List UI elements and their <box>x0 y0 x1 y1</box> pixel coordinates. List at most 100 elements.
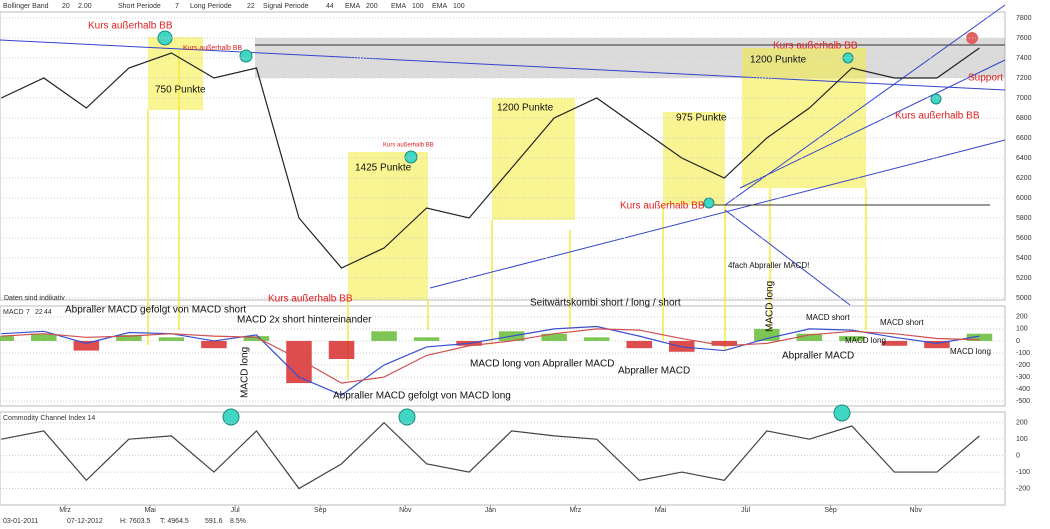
y-tick-label: 0 <box>1016 452 1020 459</box>
annotation: Kurs außerhalb BB <box>620 201 705 212</box>
annotation: 975 Punkte <box>676 113 727 124</box>
x-tick-label: Jan <box>485 507 496 514</box>
header-param: 100 <box>412 3 424 10</box>
y-tick-label: 7200 <box>1016 75 1032 82</box>
header-label: Short Periode <box>118 3 161 10</box>
macd-bar <box>754 328 780 341</box>
y-tick-label: 6200 <box>1016 175 1032 182</box>
x-tick-label: Mrz <box>570 507 582 514</box>
macd-bar <box>0 336 15 341</box>
footer-item: 591.6 <box>205 518 223 525</box>
footer-item: 07-12-2012 <box>67 518 103 525</box>
dynamic-layer: Bollinger Band 20 2.00 Short Periode 7 Long P… <box>0 3 1032 525</box>
macd-bar <box>116 334 142 341</box>
y-tick-label: -100 <box>1016 350 1030 357</box>
annotation: MACD long <box>950 347 991 356</box>
y-tick-label: 100 <box>1016 326 1028 333</box>
x-tick-label: Jul <box>231 507 240 514</box>
annotation: Kurs außerhalb BB <box>773 41 858 52</box>
panel-param: 44 <box>44 309 52 316</box>
annotation: Abpraller MACD gefolgt von MACD short <box>65 305 246 316</box>
panel-param: 22 <box>35 309 43 316</box>
macd-bar <box>286 340 312 384</box>
macd-bar <box>541 333 567 341</box>
header-param: 22 <box>247 3 255 10</box>
annotation: MACD long von Abpraller MACD <box>470 359 615 370</box>
y-tick-label: -400 <box>1016 386 1030 393</box>
footer-item: T: 4964.5 <box>160 518 189 525</box>
header-param: 44 <box>326 3 334 10</box>
panel-title: Commodity Channel Index 14 <box>3 415 95 422</box>
header-param: 100 <box>453 3 465 10</box>
annotation: Kurs außerhalb BB <box>383 143 434 149</box>
panel-param: 7 <box>26 309 30 316</box>
y-tick-label: -300 <box>1016 374 1030 381</box>
annotation: MACD short <box>880 318 924 327</box>
signal-lines <box>147 50 867 380</box>
header-param: 2.00 <box>78 3 92 10</box>
footer-item: 03-01-2011 <box>3 518 38 525</box>
macd-bar <box>924 340 950 349</box>
macd-bar <box>881 340 908 346</box>
y-tick-label: 5200 <box>1016 275 1032 282</box>
header-label: EMA <box>391 3 407 10</box>
annotation: Kurs außerhalb BB <box>895 111 980 122</box>
y-tick-label: 6800 <box>1016 115 1032 122</box>
y-tick-label: -500 <box>1016 398 1030 405</box>
y-tick-label: 200 <box>1016 314 1028 321</box>
y-tick-label: 7600 <box>1016 35 1032 42</box>
series-line <box>1 421 980 490</box>
macd-panel <box>0 305 1006 407</box>
series-line <box>1 47 980 269</box>
y-tick-label: 5400 <box>1016 255 1032 262</box>
annotation: 1200 Punkte <box>750 55 807 66</box>
header-label: Long Periode <box>190 3 232 10</box>
annotation: MACD long <box>765 281 776 332</box>
y-tick-label: 5000 <box>1016 295 1032 302</box>
panel-title: MACD <box>3 309 24 316</box>
header-label: EMA <box>432 3 448 10</box>
macd-bar <box>626 340 652 349</box>
macd-bar <box>243 336 270 341</box>
annotation: Kurs außerhalb BB <box>183 45 242 52</box>
macd-bar <box>413 337 440 341</box>
annotation: Seitwärtskombi short / long / short <box>530 298 681 309</box>
macd-bar <box>711 340 738 346</box>
macd-bar <box>73 340 100 351</box>
header-label: Bollinger Band <box>3 3 49 10</box>
x-tick-label: Nov <box>399 507 412 514</box>
y-tick-label: 6000 <box>1016 195 1032 202</box>
macd-bar <box>371 331 397 341</box>
y-tick-label: 100 <box>1016 436 1028 443</box>
series-line <box>1 325 980 396</box>
annotation: 1200 Punkte <box>497 103 554 114</box>
macd-bar <box>796 333 823 341</box>
y-tick-label: 7800 <box>1016 15 1032 22</box>
header-label: Signal Periode <box>263 3 309 10</box>
annotation: MACD 2x short hintereinander <box>237 315 372 326</box>
y-tick-label: -200 <box>1016 485 1030 492</box>
macd-bar <box>201 340 227 349</box>
y-tick-label: 0 <box>1016 338 1020 345</box>
y-tick-label: -200 <box>1016 362 1030 369</box>
footer-item: H: 7603.5 <box>120 518 150 525</box>
macd-bar <box>966 333 993 341</box>
annotation: 1425 Punkte <box>355 163 412 174</box>
x-tick-label: Jul <box>741 507 750 514</box>
y-tick-label: 6600 <box>1016 135 1032 142</box>
y-tick-label: 6400 <box>1016 155 1032 162</box>
annotation: Abpraller MACD <box>618 366 690 377</box>
annotation: MACD long <box>845 336 886 345</box>
annotation: Kurs außerhalb BB <box>88 21 173 32</box>
annotation: Kurs außerhalb BB <box>268 294 353 305</box>
annotation: Support <box>968 73 1003 84</box>
y-tick-label: 200 <box>1016 420 1028 427</box>
y-tick-label: -100 <box>1016 469 1030 476</box>
y-tick-label: 7400 <box>1016 55 1032 62</box>
cci-panel <box>0 411 1006 506</box>
y-tick-label: 5800 <box>1016 215 1032 222</box>
macd-bar <box>31 333 57 341</box>
y-tick-label: 7000 <box>1016 95 1032 102</box>
annotation: Abpraller MACD gefolgt von MACD long <box>333 391 511 402</box>
